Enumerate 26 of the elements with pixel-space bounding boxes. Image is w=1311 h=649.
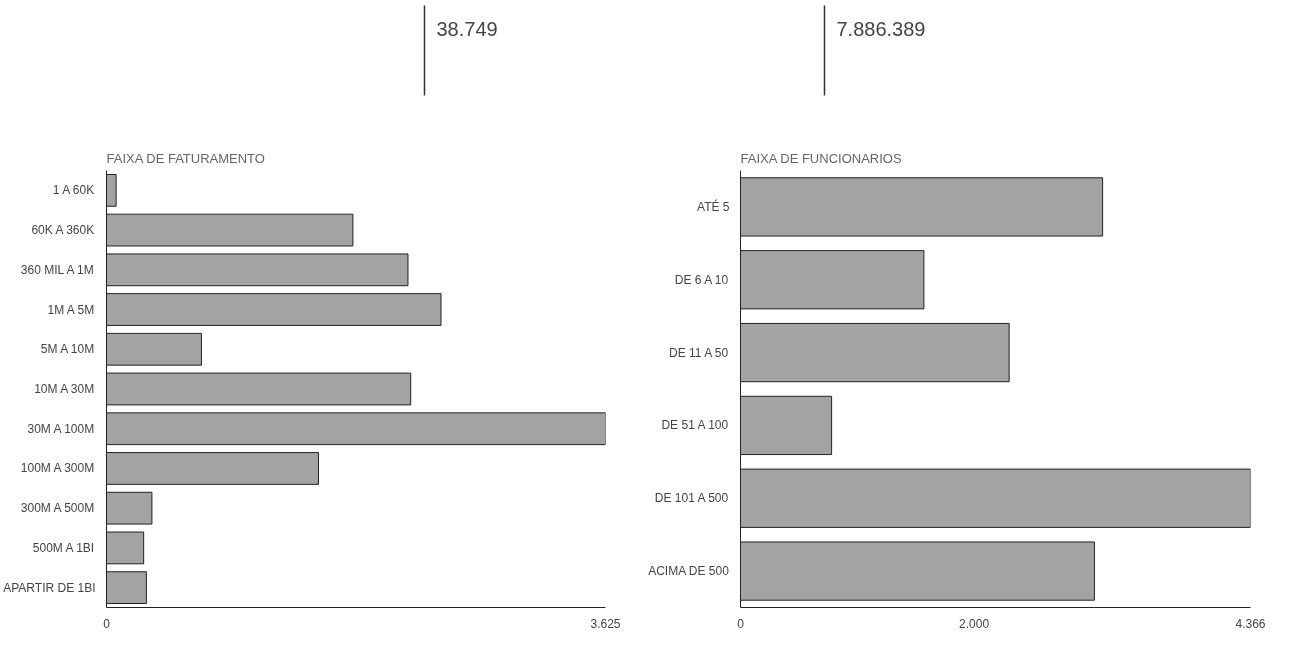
y-tick-label: 1M A 5M bbox=[47, 302, 95, 317]
x-tick-label: 3.625 bbox=[590, 616, 621, 631]
y-tick-label: 60K A 360K bbox=[31, 223, 95, 238]
y-tick-label: ACIMA DE 500 bbox=[648, 564, 730, 579]
x-tick-label: 0 bbox=[737, 616, 745, 631]
x-tick-label: 2.000 bbox=[959, 616, 990, 631]
y-tick-label: 5M A 10M bbox=[40, 342, 95, 357]
y-tick-label: 500M A 1BI bbox=[32, 540, 95, 555]
y-tick-label: 30M A 100M bbox=[27, 421, 95, 436]
x-tick-label: 4.366 bbox=[1235, 616, 1266, 631]
chart-title: FAIXA DE FUNCIONARIOS bbox=[740, 150, 902, 166]
y-tick-label: DE 51 A 100 bbox=[661, 418, 729, 433]
y-tick-label: 1 A 60K bbox=[52, 183, 95, 198]
y-tick-label: APARTIR DE 1BI bbox=[3, 580, 96, 595]
y-tick-label: DE 6 A 10 bbox=[674, 272, 729, 287]
y-tick-label: 360 MIL A 1M bbox=[20, 262, 94, 277]
y-tick-label: 100M A 300M bbox=[20, 461, 95, 476]
y-tick-label: 10M A 30M bbox=[34, 382, 95, 396]
y-tick-label: 300M A 500M bbox=[20, 501, 95, 516]
x-tick-label: 0 bbox=[103, 616, 111, 631]
y-tick-label: DE 11 A 50 bbox=[669, 345, 729, 360]
chart-title: FAIXA DE FATURAMENTO bbox=[106, 150, 265, 166]
y-tick-label: ATÉ 5 bbox=[697, 198, 730, 214]
text: 38.749 bbox=[436, 17, 498, 40]
text: 7.886.389 bbox=[836, 17, 926, 40]
y-tick-label: DE 101 A 500 bbox=[654, 491, 729, 506]
